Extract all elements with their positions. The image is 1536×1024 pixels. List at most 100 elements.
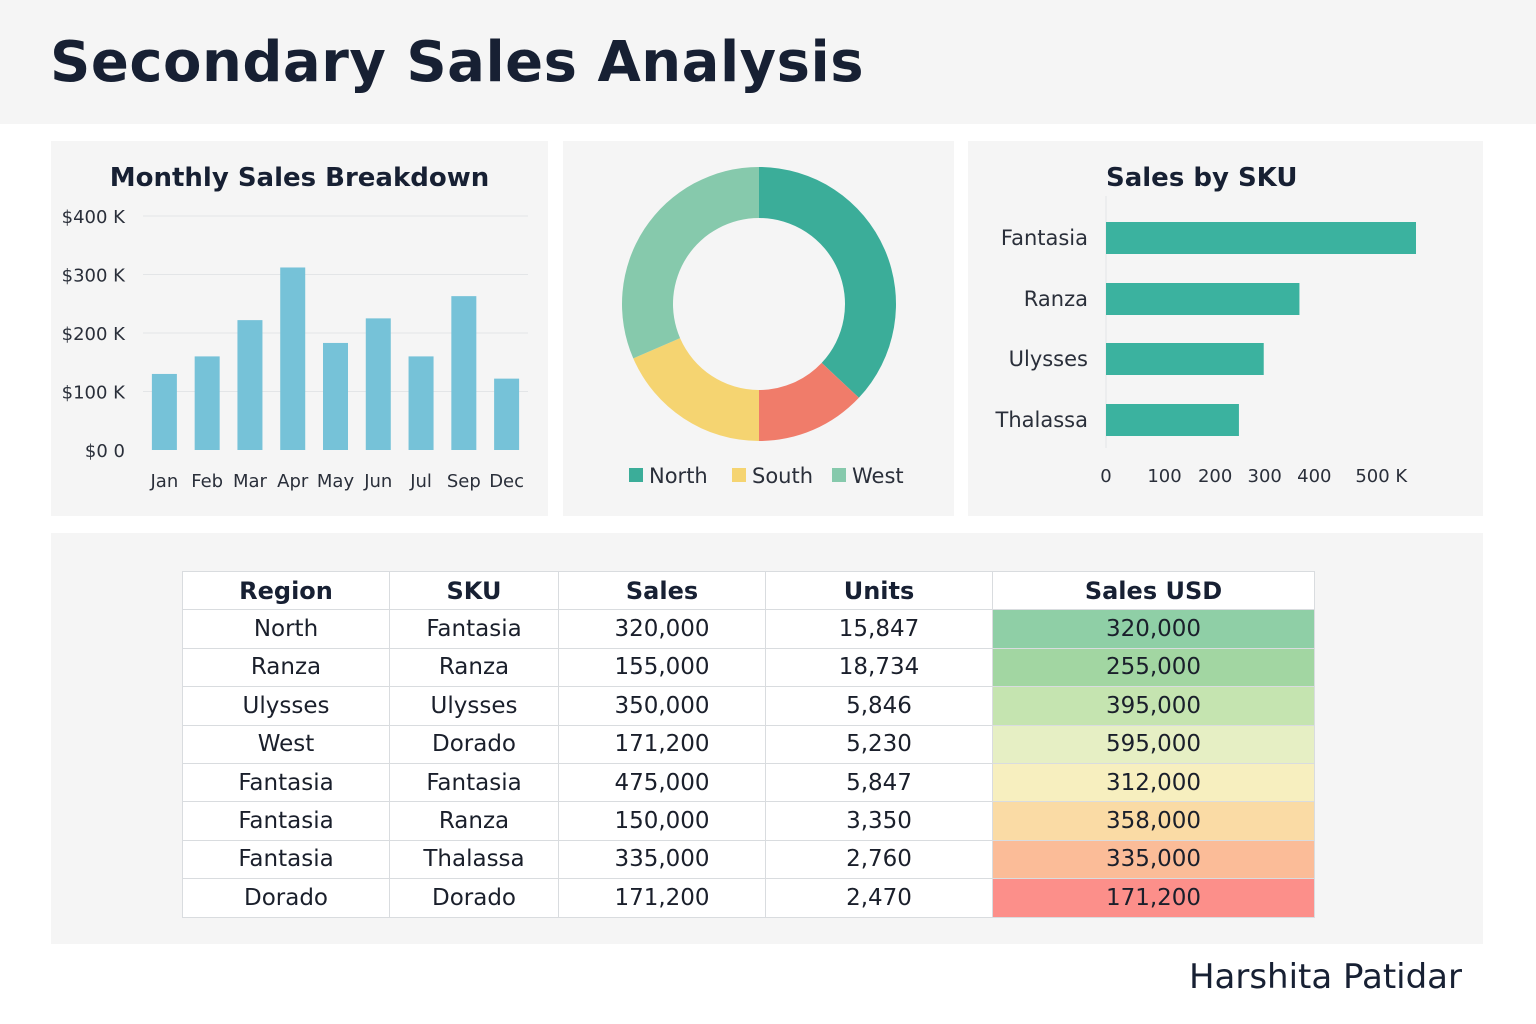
y-tick-label: $200 K xyxy=(62,324,127,345)
bar xyxy=(323,342,348,450)
table-cell: 171,200 xyxy=(992,878,1315,918)
table-row: Dorado Dorado 171,200 2,470 171,200 xyxy=(182,878,1315,918)
table-cell: 18,734 xyxy=(765,647,993,688)
bar xyxy=(365,318,391,450)
table-row: Ulysses Ulysses 350,000 5,846 395,000 xyxy=(182,686,1315,726)
bar xyxy=(1106,343,1264,375)
table-cell: Dorado xyxy=(182,878,390,918)
table-cell: 171,200 xyxy=(558,724,766,764)
bar xyxy=(1106,222,1416,254)
x-tick-label: May xyxy=(317,471,355,492)
legend-swatch xyxy=(629,468,643,482)
table-cell: 255,000 xyxy=(992,647,1315,688)
table-cell: Dorado xyxy=(389,724,559,764)
x-tick-label: 500 K xyxy=(1355,466,1408,487)
table-cell: Thalassa xyxy=(389,839,559,880)
category-label: Fantasia xyxy=(1001,226,1088,250)
x-tick-label: Jun xyxy=(363,471,392,492)
header: Secondary Sales Analysis xyxy=(0,0,1536,124)
table-cell: Fantasia xyxy=(182,839,390,880)
table-row: Fantasia Fantasia 475,000 5,847 312,000 xyxy=(182,762,1315,803)
bar xyxy=(237,320,263,450)
bar xyxy=(1106,404,1239,436)
column-header: Region xyxy=(182,570,390,611)
category-label: Ranza xyxy=(1024,287,1088,311)
table-cell: Ulysses xyxy=(389,686,559,726)
table-row: Fantasia Ranza 150,000 3,350 358,000 xyxy=(182,801,1315,841)
legend-swatch xyxy=(832,468,846,482)
sku-sales-chart: Fantasia Ranza Ulysses Thalassa 0 100 200 300 40… xyxy=(995,196,1416,487)
table-row: West Dorado 171,200 5,230 595,000 xyxy=(182,724,1315,764)
table-cell: Ranza xyxy=(389,801,559,841)
x-tick-label: 200 xyxy=(1198,466,1232,487)
table-cell: 335,000 xyxy=(992,839,1315,880)
donut-slice xyxy=(759,167,896,398)
bar xyxy=(451,296,477,450)
table-cell: 15,847 xyxy=(765,609,993,649)
author-signature: Harshita Patidar xyxy=(1188,957,1462,997)
table-cell: 2,760 xyxy=(765,839,993,880)
table-cell: 155,000 xyxy=(558,647,766,688)
table-row: Ranza Ranza 155,000 18,734 255,000 xyxy=(182,647,1315,688)
table-row: North Fantasia 320,000 15,847 320,000 xyxy=(182,609,1315,649)
sku-sales-panel: Sales by SKU Fantasia Ranza Ulysses Thalass… xyxy=(968,141,1483,516)
table-cell: 5,847 xyxy=(765,762,993,803)
y-tick-label: $300 K xyxy=(62,266,127,287)
table-cell: Fantasia xyxy=(182,762,390,803)
column-header: Sales xyxy=(558,570,766,611)
x-tick-label: Mar xyxy=(233,471,268,492)
column-header: Units xyxy=(765,570,993,611)
table-cell: 320,000 xyxy=(992,609,1315,649)
page-title: Secondary Sales Analysis xyxy=(50,30,865,95)
bar xyxy=(494,378,520,450)
table-row: Fantasia Thalassa 335,000 2,760 335,000 xyxy=(182,839,1315,880)
table-cell: Ranza xyxy=(389,647,559,688)
table-cell: 312,000 xyxy=(992,762,1315,803)
donut-slice xyxy=(633,338,759,441)
table-header-row: Region SKU Sales Units Sales USD xyxy=(182,570,1315,611)
y-tick-label: $100 K xyxy=(62,383,127,404)
x-tick-label: Sep xyxy=(447,471,481,492)
table-cell: 2,470 xyxy=(765,878,993,918)
table-cell: 150,000 xyxy=(558,801,766,841)
sku-chart-title: Sales by SKU xyxy=(1106,163,1298,193)
legend-label: South xyxy=(752,464,813,488)
x-tick-label: Dec xyxy=(489,471,524,492)
monthly-sales-panel: Monthly Sales Breakdown $0 0 $100 K $200 K… xyxy=(51,141,548,516)
region-donut-chart: North South West xyxy=(622,167,904,488)
table-cell: 350,000 xyxy=(558,686,766,726)
table-cell: North xyxy=(182,609,390,649)
region-donut-panel: North South West xyxy=(563,141,954,516)
monthly-sales-chart: $0 0 $100 K $200 K $300 K $400 K Jan Feb Mar Apr… xyxy=(62,207,528,492)
x-tick-label: 0 xyxy=(1100,466,1111,487)
x-tick-label: Jul xyxy=(409,471,432,492)
column-header: SKU xyxy=(389,570,559,611)
legend-swatch xyxy=(732,468,746,482)
table-cell: 395,000 xyxy=(992,686,1315,726)
bar xyxy=(280,267,306,450)
category-label: Thalassa xyxy=(995,408,1088,432)
table-cell: 5,230 xyxy=(765,724,993,764)
x-tick-label: 300 xyxy=(1248,466,1282,487)
table-cell: Fantasia xyxy=(389,762,559,803)
donut-slice xyxy=(759,362,859,441)
x-tick-label: Feb xyxy=(191,471,223,492)
table-cell: 475,000 xyxy=(558,762,766,803)
table-cell: Fantasia xyxy=(182,801,390,841)
table-cell: Ulysses xyxy=(182,686,390,726)
bar xyxy=(1106,283,1300,315)
monthly-chart-title: Monthly Sales Breakdown xyxy=(109,163,490,193)
bar xyxy=(151,373,177,450)
x-tick-label: Apr xyxy=(277,471,309,492)
table-cell: 171,200 xyxy=(558,878,766,918)
table-cell: West xyxy=(182,724,390,764)
sales-table: Region SKU Sales Units Sales USD North Fantas… xyxy=(182,570,1315,918)
column-header: Sales USD xyxy=(992,570,1315,611)
bar xyxy=(194,356,220,450)
legend-label: North xyxy=(649,464,708,488)
table-cell: Dorado xyxy=(389,878,559,918)
x-tick-label: 400 xyxy=(1297,466,1331,487)
table-cell: 595,000 xyxy=(992,724,1315,764)
category-label: Ulysses xyxy=(1009,347,1088,371)
table-cell: 5,846 xyxy=(765,686,993,726)
